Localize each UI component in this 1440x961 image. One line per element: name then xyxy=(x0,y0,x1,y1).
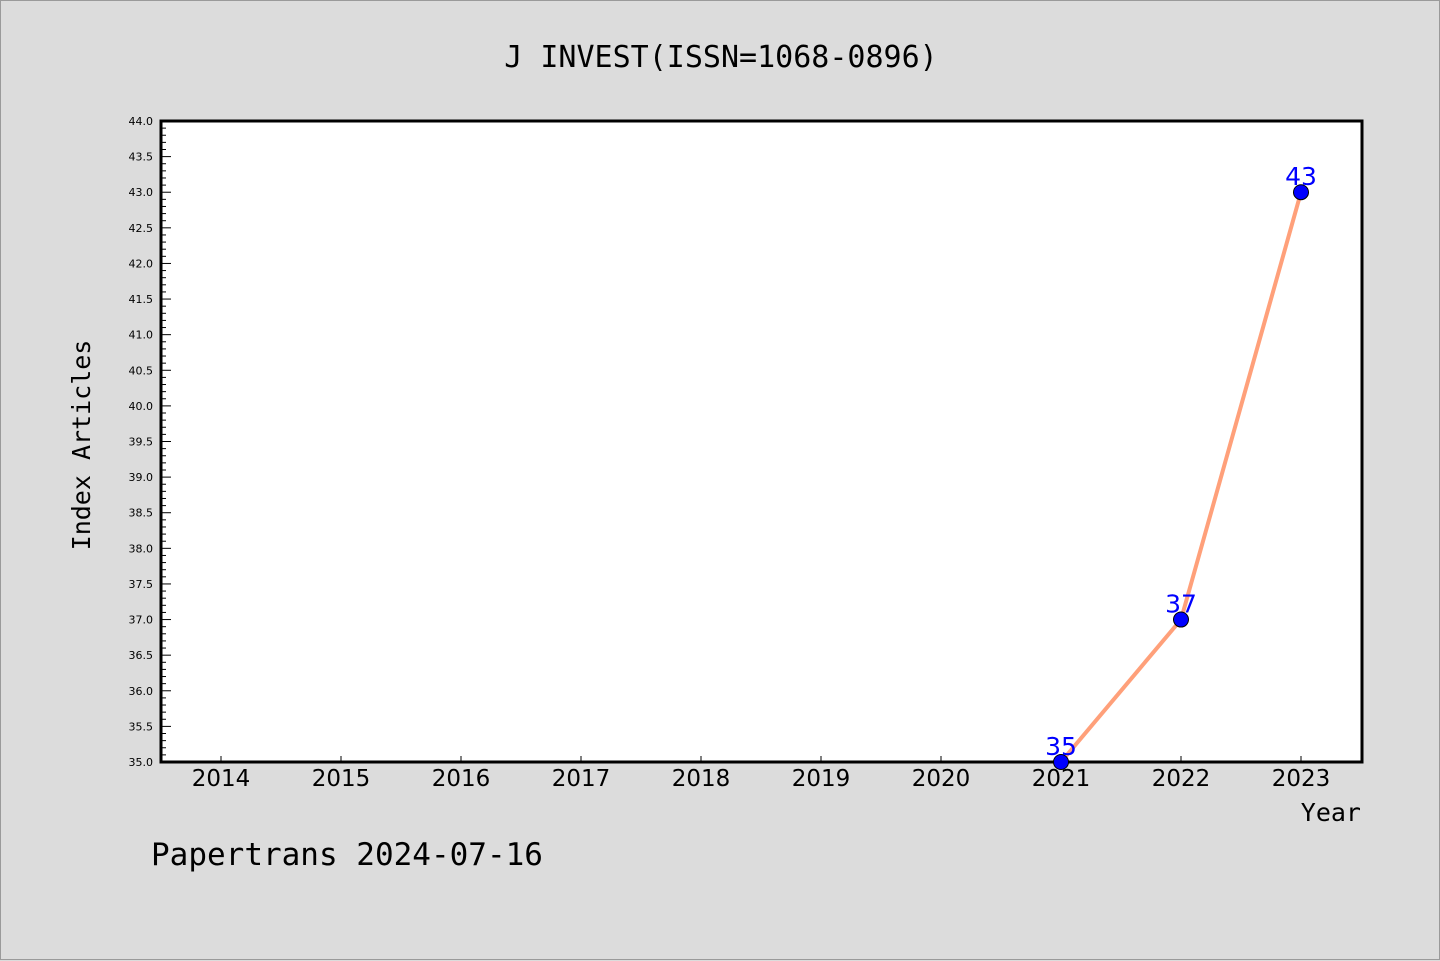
y-tick-label: 40.5 xyxy=(129,364,154,377)
y-tick-label: 38.0 xyxy=(129,542,154,555)
x-tick-label: 2021 xyxy=(1032,766,1091,792)
y-tick-label: 37.5 xyxy=(129,578,154,591)
x-tick-label: 2023 xyxy=(1272,766,1331,792)
y-tick-label: 35.5 xyxy=(129,720,154,733)
y-tick-label: 41.5 xyxy=(129,293,154,306)
chart-title: J INVEST(ISSN=1068-0896) xyxy=(504,40,937,75)
y-tick-label: 38.5 xyxy=(129,507,154,520)
y-tick-label: 39.0 xyxy=(129,471,154,484)
x-tick-label: 2017 xyxy=(552,766,611,792)
x-tick-label: 2014 xyxy=(192,766,251,792)
y-tick-label: 37.0 xyxy=(129,614,154,627)
y-tick-label: 43.5 xyxy=(129,151,154,164)
data-label-2021: 35 xyxy=(1045,732,1077,761)
x-tick-label: 2022 xyxy=(1152,766,1211,792)
y-axis-ticks: 35.0 35.5 36.0 36.5 37.0 37.5 38.0 38.5 39.0 39.5… xyxy=(129,115,171,769)
x-tick-label: 2015 xyxy=(312,766,371,792)
y-tick-label: 43.0 xyxy=(129,186,154,199)
data-point-2021 xyxy=(1053,754,1069,770)
x-tick-label: 2019 xyxy=(792,766,851,792)
data-point-2022 xyxy=(1173,611,1189,628)
y-tick-label: 39.5 xyxy=(129,436,154,449)
y-tick-label: 42.0 xyxy=(129,257,154,270)
data-label-2022: 37 xyxy=(1165,590,1197,619)
x-tick-label: 2020 xyxy=(912,766,971,792)
y-tick-label: 35.0 xyxy=(129,756,154,769)
y-tick-label: 44.0 xyxy=(129,115,154,128)
y-tick-label: 42.5 xyxy=(129,222,154,235)
y-tick-label: 40.0 xyxy=(129,400,154,413)
data-label-2023: 43 xyxy=(1285,162,1317,191)
y-axis-label: Index Articles xyxy=(67,340,96,551)
data-point-2023 xyxy=(1293,184,1309,201)
y-tick-label: 36.0 xyxy=(129,685,154,698)
plot-area xyxy=(159,119,1364,764)
series-layer: 35 37 43 xyxy=(1045,162,1317,770)
x-axis-label: Year xyxy=(1301,798,1361,827)
y-tick-label: 41.0 xyxy=(129,329,154,342)
x-tick-label: 2018 xyxy=(672,766,731,792)
y-tick-label: 36.5 xyxy=(129,649,154,662)
footer-text: Papertrans 2024-07-16 xyxy=(151,837,543,873)
x-tick-label: 2016 xyxy=(432,766,491,792)
x-axis-ticks: 2014 2015 2016 2017 2018 2019 2020 2021 2022 2023 xyxy=(192,756,1331,792)
